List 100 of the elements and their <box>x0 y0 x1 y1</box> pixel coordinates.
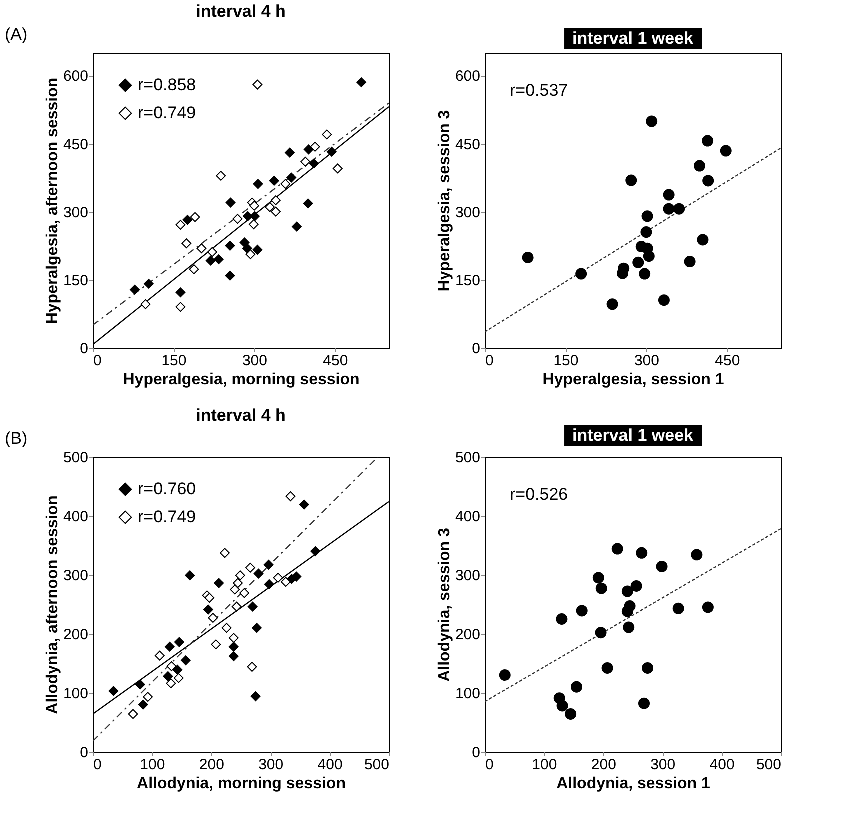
point <box>180 656 191 666</box>
point <box>638 698 650 710</box>
y-tick-label: 200 <box>455 626 480 644</box>
point <box>246 562 256 573</box>
x-tick-label: 0 <box>94 352 102 370</box>
x-tick-label: 450 <box>715 352 740 370</box>
point <box>299 500 310 510</box>
point <box>240 588 250 598</box>
point <box>130 284 140 295</box>
chart-title: interval 1 week <box>572 426 694 445</box>
point <box>639 268 651 280</box>
chart-title: interval 1 week <box>572 29 694 48</box>
point <box>571 681 583 693</box>
text: (A) <box>5 25 28 44</box>
point <box>684 256 696 268</box>
point <box>172 665 183 675</box>
y-tick-label: 200 <box>63 626 88 644</box>
point <box>694 160 706 172</box>
point <box>190 212 200 222</box>
point <box>185 570 196 581</box>
point <box>636 547 648 559</box>
point <box>310 546 321 556</box>
point <box>189 264 200 274</box>
point <box>108 686 119 696</box>
y-tick-label: 400 <box>63 508 88 526</box>
y-tick-label: 0 <box>80 744 88 762</box>
point <box>242 244 252 254</box>
point <box>702 135 714 147</box>
point <box>646 116 658 128</box>
point <box>254 568 264 579</box>
annotation: r=0.526 <box>510 485 568 504</box>
point <box>230 584 240 595</box>
point <box>176 288 186 298</box>
x-tick-label: 300 <box>258 756 284 774</box>
point <box>243 211 253 222</box>
legend-label: r=0.858 <box>138 76 196 94</box>
y-tick-label: 0 <box>472 744 480 762</box>
point <box>672 602 684 614</box>
point <box>240 238 250 248</box>
point <box>332 164 343 174</box>
point <box>326 146 337 157</box>
point <box>606 298 618 310</box>
x-tick-label: 400 <box>318 756 343 774</box>
point <box>303 198 314 209</box>
point <box>182 215 193 225</box>
point <box>269 176 280 186</box>
point <box>691 549 703 561</box>
point <box>271 196 281 206</box>
point <box>622 606 634 618</box>
point <box>304 144 314 155</box>
point <box>226 198 236 208</box>
point <box>292 222 302 232</box>
point <box>154 650 165 661</box>
y-axis-title: Allodynia, session 3 <box>436 528 454 682</box>
y-tick-label: 100 <box>455 686 480 702</box>
point <box>235 570 246 581</box>
point <box>656 561 668 572</box>
point <box>208 247 218 258</box>
point <box>128 709 138 720</box>
point <box>203 604 214 615</box>
x-tick-label: 500 <box>756 756 782 774</box>
point <box>232 214 243 224</box>
y-tick-label: 400 <box>455 508 480 526</box>
y-axis-title: Hyperalgesia, session 3 <box>436 110 454 292</box>
point <box>247 662 258 672</box>
point <box>144 279 154 289</box>
y-tick-label: 450 <box>455 136 480 154</box>
x-axis-title: Hyperalgesia, morning session <box>123 372 360 388</box>
point <box>626 174 638 186</box>
point <box>702 175 714 187</box>
point <box>233 578 244 588</box>
point <box>222 623 232 634</box>
point <box>622 586 634 598</box>
x-tick-label: 400 <box>710 756 735 774</box>
point <box>228 633 239 644</box>
point <box>176 220 186 230</box>
y-tick-label: 500 <box>455 450 480 466</box>
point <box>697 234 709 246</box>
point <box>182 238 192 249</box>
point <box>196 244 207 254</box>
point <box>225 270 236 281</box>
point <box>623 622 635 634</box>
point <box>556 700 568 712</box>
point <box>166 661 177 672</box>
point <box>143 692 154 702</box>
x-axis-title: Allodynia, session 1 <box>556 776 711 792</box>
point <box>310 142 320 152</box>
point <box>596 582 608 594</box>
point <box>252 623 262 634</box>
point <box>592 572 604 584</box>
x-axis-title: Allodynia, morning session <box>137 776 346 792</box>
point <box>273 572 284 583</box>
point <box>214 254 224 264</box>
x-tick-label: 450 <box>323 352 348 370</box>
y-tick-label: 300 <box>455 204 480 222</box>
y-axis-title: Allodynia, afternoon session <box>44 496 62 714</box>
point <box>176 302 186 312</box>
point <box>232 602 242 612</box>
point <box>264 560 274 570</box>
point <box>556 614 568 625</box>
